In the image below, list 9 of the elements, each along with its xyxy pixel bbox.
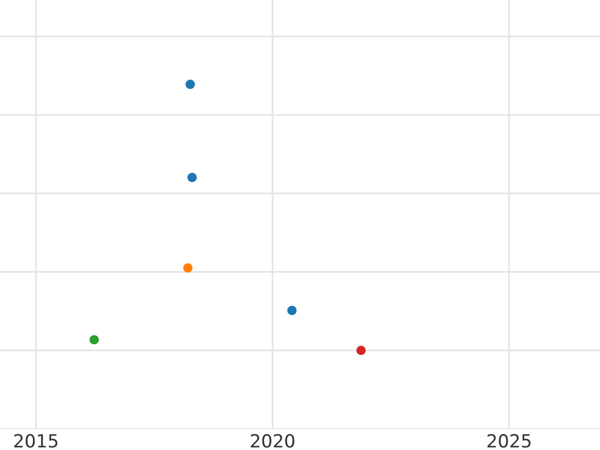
x-tick-label: 2020 <box>250 434 294 448</box>
point <box>187 172 197 182</box>
x-tick-label: 2015 <box>14 434 58 448</box>
point <box>186 80 195 89</box>
point <box>183 263 193 273</box>
point <box>356 346 366 356</box>
point <box>287 306 297 316</box>
x-tick-label: 2025 <box>487 434 531 448</box>
point <box>90 335 99 344</box>
